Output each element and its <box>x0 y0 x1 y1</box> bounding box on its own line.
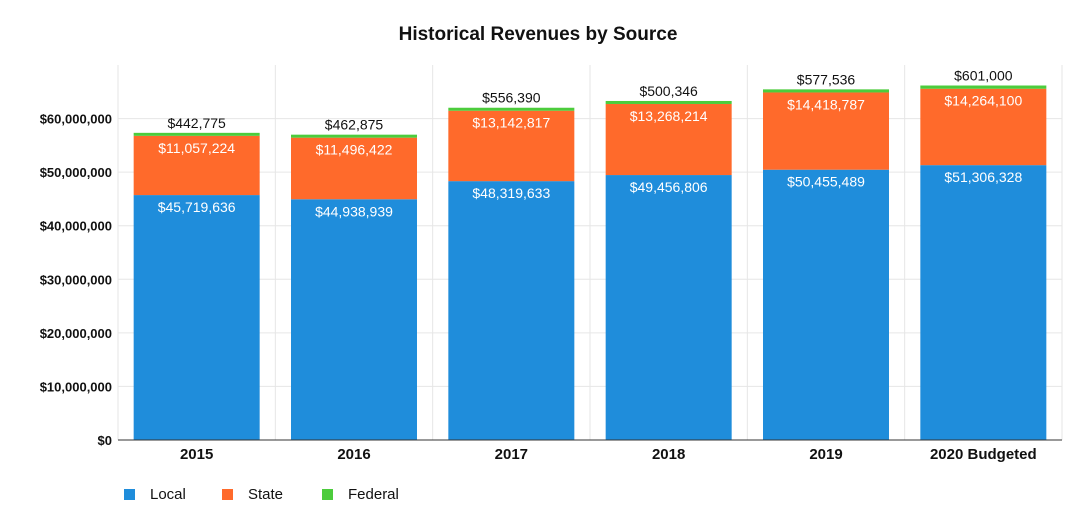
data-label-federal: $462,875 <box>325 117 384 133</box>
x-axis-ticks: 2015 2016 2017 2018 2019 2020 Budgeted <box>180 446 1037 463</box>
x-tick-label: 2017 <box>495 446 528 463</box>
x-tick-label: 2019 <box>809 446 842 463</box>
gridlines <box>117 65 1063 440</box>
bar-state <box>920 88 1047 166</box>
data-label-federal: $556,390 <box>482 90 541 106</box>
data-label-state: $11,057,224 <box>158 140 235 156</box>
bar-federal <box>448 107 575 111</box>
x-tick-label: 2016 <box>337 446 370 463</box>
bar-federal <box>133 132 260 136</box>
data-label-local: $45,719,636 <box>158 199 236 215</box>
bar-state <box>763 92 889 170</box>
data-label-local: $44,938,939 <box>315 203 393 219</box>
y-tick-label: $40,000,000 <box>40 219 112 234</box>
data-label-state: $14,264,100 <box>944 93 1022 109</box>
bar-state <box>448 110 575 182</box>
bar-state <box>605 103 732 176</box>
data-label-local: $51,306,328 <box>944 169 1022 185</box>
data-label-state: $13,142,817 <box>472 115 550 131</box>
x-tick-label: 2020 Budgeted <box>930 446 1037 463</box>
bars <box>133 85 1047 441</box>
legend: Local State Federal <box>124 486 399 503</box>
bar-federal <box>763 89 889 93</box>
data-label-state: $14,418,787 <box>787 96 865 112</box>
legend-label-local: Local <box>150 486 186 503</box>
y-tick-label: $30,000,000 <box>40 272 112 287</box>
bar-federal <box>605 100 732 104</box>
bar-local <box>291 199 417 440</box>
y-tick-label: $60,000,000 <box>40 112 112 127</box>
bar-local <box>133 195 260 440</box>
data-label-federal: $442,775 <box>167 115 226 131</box>
data-label-federal: $601,000 <box>954 68 1013 84</box>
legend-swatch-state <box>222 489 233 500</box>
bar-federal <box>920 85 1047 89</box>
bar-local <box>605 175 732 440</box>
data-label-state: $13,268,214 <box>630 108 708 124</box>
y-tick-label: $20,000,000 <box>40 326 112 341</box>
x-tick-label: 2015 <box>180 446 213 463</box>
legend-swatch-federal <box>322 489 333 500</box>
legend-label-federal: Federal <box>348 486 399 503</box>
legend-label-state: State <box>248 486 283 503</box>
legend-swatch-local <box>124 489 135 500</box>
bar-local <box>763 169 889 440</box>
bar-local <box>920 165 1047 441</box>
y-tick-label: $0 <box>98 433 112 448</box>
data-label-federal: $500,346 <box>639 83 698 99</box>
x-tick-label: 2018 <box>652 446 685 463</box>
bar-local <box>448 181 575 440</box>
y-axis-ticks: $0 $10,000,000 $20,000,000 $30,000,000 $40,0… <box>40 112 112 448</box>
y-tick-label: $50,000,000 <box>40 165 112 180</box>
data-label-local: $48,319,633 <box>472 185 550 201</box>
data-label-local: $49,456,806 <box>630 179 708 195</box>
bar-state <box>291 137 417 200</box>
data-label-federal: $577,536 <box>797 71 856 87</box>
data-labels: $45,719,636 $11,057,224 $442,775 $44,938,93… <box>158 68 1023 220</box>
data-label-local: $50,455,489 <box>787 174 865 190</box>
chart-title: Historical Revenues by Source <box>399 24 678 45</box>
y-tick-label: $10,000,000 <box>40 379 112 394</box>
data-label-state: $11,496,422 <box>316 142 393 158</box>
bar-federal <box>291 134 417 138</box>
bar-state <box>133 135 260 196</box>
